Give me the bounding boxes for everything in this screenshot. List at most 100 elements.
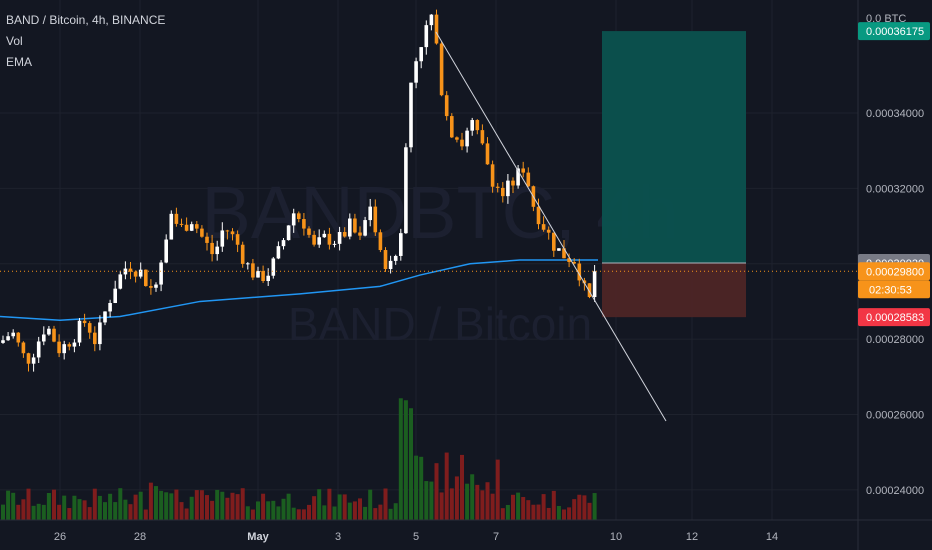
price-tick-label: 0.00034000 bbox=[866, 108, 924, 120]
candle-body bbox=[205, 236, 209, 243]
candle-body bbox=[82, 320, 87, 324]
price-tick-label: 0.00026000 bbox=[866, 409, 924, 421]
candle-body bbox=[266, 275, 270, 281]
candle-body bbox=[47, 328, 51, 335]
candle-body bbox=[179, 223, 184, 225]
price-tag-label: 0.00036175 bbox=[866, 26, 924, 38]
volume-bar bbox=[398, 398, 403, 520]
price-tag-label: 0.00029800 bbox=[866, 266, 924, 278]
volume-bar bbox=[393, 503, 398, 520]
volume-bar bbox=[582, 495, 587, 520]
volume-bar bbox=[199, 490, 204, 520]
candle-body bbox=[572, 262, 576, 264]
volume-bar bbox=[556, 505, 561, 520]
volume-bar bbox=[82, 500, 87, 520]
candle-body bbox=[189, 224, 194, 231]
candle-body bbox=[342, 232, 347, 237]
price-axis[interactable]: 0.0 BTC 0.000340000.000320000.000300000.… bbox=[858, 13, 930, 497]
volume-bar bbox=[449, 488, 454, 520]
ema-indicator-label[interactable]: EMA bbox=[6, 55, 33, 69]
candle-body bbox=[388, 260, 393, 270]
candle-body bbox=[373, 206, 378, 233]
ema-polyline bbox=[0, 259, 598, 322]
volume-bar bbox=[485, 482, 490, 520]
time-tick-label: 14 bbox=[766, 531, 778, 543]
volume-bar bbox=[143, 509, 148, 520]
candle-body bbox=[215, 246, 219, 255]
time-tick-label: 5 bbox=[413, 531, 419, 543]
volume-bar bbox=[541, 494, 546, 520]
volume-bar bbox=[307, 504, 311, 520]
trendline[interactable] bbox=[435, 31, 667, 422]
candle-body bbox=[31, 357, 36, 364]
long-position-tool[interactable] bbox=[602, 31, 746, 318]
volume-bar bbox=[592, 493, 597, 520]
target-zone[interactable] bbox=[602, 31, 746, 264]
volume-bar bbox=[123, 499, 128, 520]
price-tag-background bbox=[858, 22, 930, 41]
candle-body bbox=[62, 344, 66, 354]
candle-body bbox=[582, 280, 587, 284]
volume-indicator-label[interactable]: Vol bbox=[6, 34, 23, 48]
volume-bar bbox=[526, 500, 531, 520]
candle-body bbox=[42, 334, 46, 342]
candle-body bbox=[291, 213, 296, 226]
candle-body bbox=[67, 344, 72, 347]
candle-body bbox=[77, 320, 82, 343]
time-tick-label: 7 bbox=[493, 531, 499, 543]
candle-body bbox=[592, 271, 597, 298]
volume-bar bbox=[500, 508, 505, 520]
volume-bar bbox=[194, 490, 199, 520]
trendline-drawing[interactable] bbox=[435, 31, 667, 422]
volume-bar bbox=[281, 498, 286, 520]
volume-bar bbox=[108, 493, 113, 520]
volume-bar bbox=[21, 499, 26, 520]
candle-body bbox=[444, 95, 449, 117]
volume-bar bbox=[133, 494, 138, 520]
volume-bar bbox=[403, 400, 408, 520]
candle-body bbox=[246, 263, 250, 265]
volume-bar bbox=[87, 507, 92, 520]
volume-bar bbox=[235, 494, 240, 520]
candle-body bbox=[149, 286, 153, 288]
candle-body bbox=[526, 172, 531, 187]
volume-bar bbox=[368, 489, 373, 520]
volume-bar bbox=[454, 476, 459, 520]
volume-bars bbox=[1, 398, 597, 520]
candle-body bbox=[552, 232, 556, 251]
stop-zone[interactable] bbox=[602, 263, 746, 318]
candle-body bbox=[353, 218, 357, 233]
candle-body bbox=[434, 14, 439, 44]
volume-bar bbox=[77, 499, 82, 520]
volume-bar bbox=[536, 504, 541, 520]
volume-bar bbox=[516, 492, 521, 520]
volume-bar bbox=[465, 483, 470, 520]
candle-body bbox=[501, 187, 505, 197]
volume-bar bbox=[363, 506, 368, 520]
candle-body bbox=[419, 47, 423, 62]
volume-bar bbox=[6, 490, 11, 520]
volume-bar bbox=[31, 505, 36, 520]
candle-body bbox=[322, 233, 327, 238]
volume-bar bbox=[495, 459, 500, 520]
time-axis[interactable]: 26 28 May 3 5 7 10 12 14 bbox=[54, 531, 778, 543]
volume-bar bbox=[317, 489, 322, 520]
volume-bar bbox=[383, 488, 388, 520]
volume-bar bbox=[179, 502, 184, 520]
candle-body bbox=[404, 147, 408, 234]
volume-bar bbox=[424, 481, 429, 520]
candle-body bbox=[11, 332, 15, 337]
volume-bar bbox=[174, 489, 179, 520]
volume-bar bbox=[36, 503, 41, 520]
bar-countdown-label: 02:30:53 bbox=[869, 284, 912, 296]
candle-body bbox=[123, 268, 128, 275]
price-tick-label: 0.00024000 bbox=[866, 485, 924, 497]
symbol-title[interactable]: BAND / Bitcoin, 4h, BINANCE bbox=[6, 13, 166, 27]
symbol-watermark: BANDBTC, 4h BAND / Bitcoin bbox=[201, 171, 678, 350]
volume-bar bbox=[57, 504, 62, 520]
candle-body bbox=[103, 311, 107, 323]
volume-bar bbox=[322, 505, 327, 520]
volume-bar bbox=[245, 506, 250, 520]
